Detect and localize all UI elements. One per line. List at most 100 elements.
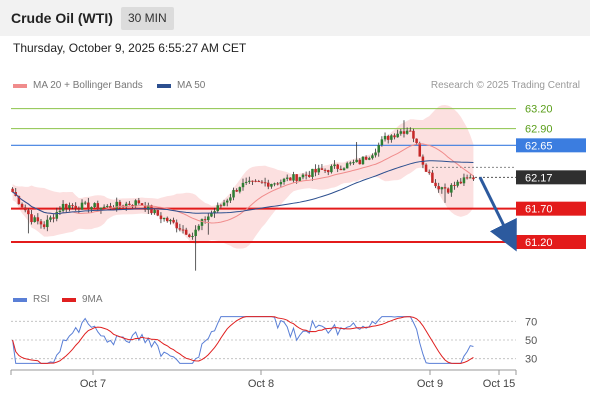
candle-body: [383, 135, 387, 140]
candle-body: [462, 177, 466, 184]
candle-body: [200, 219, 204, 226]
candle-body: [165, 217, 169, 222]
candle-body: [222, 202, 226, 206]
candle-body: [55, 212, 59, 219]
candle-body: [355, 159, 358, 163]
candle-body: [232, 190, 235, 198]
pivot-label-box: [516, 138, 586, 153]
candle-body: [216, 205, 220, 212]
resistance-label: 62.90: [525, 124, 553, 136]
resistance-label: 63.20: [525, 104, 553, 116]
candle-body: [46, 219, 49, 228]
candle-body: [49, 217, 52, 220]
candle-body: [254, 180, 257, 182]
candle-body: [276, 183, 279, 185]
candle-body: [225, 200, 229, 203]
candle-body: [282, 178, 286, 183]
candle-body: [87, 202, 90, 210]
candle-body: [339, 168, 343, 171]
candle-body: [367, 158, 371, 160]
ma50-legend: MA 50: [157, 80, 205, 91]
support-label-box: [516, 201, 586, 216]
candle-body: [23, 207, 27, 211]
candle-body: [409, 130, 412, 132]
candle-body: [124, 203, 128, 207]
candle-body: [20, 203, 24, 208]
candle-body: [386, 135, 390, 140]
credit-text: Research © 2025 Trading Central: [430, 80, 580, 91]
pivot-label: 62.65: [525, 140, 553, 152]
candle-body: [257, 181, 261, 183]
candle-body: [266, 182, 270, 187]
ma50-legend-label: MA 50: [177, 80, 206, 91]
candle-body: [197, 225, 201, 230]
candle-body: [27, 210, 30, 215]
candle-body: [453, 184, 456, 186]
rsi-tick-label: 30: [525, 354, 537, 366]
candle-body: [147, 205, 150, 210]
rsi-legend: RSI: [13, 294, 50, 305]
candle-body: [263, 182, 267, 184]
candle-body: [450, 184, 453, 193]
candle-body: [134, 200, 137, 206]
candle-body: [248, 180, 251, 182]
candle-body: [244, 181, 248, 183]
support-label: 61.70: [525, 204, 553, 216]
candle-body: [210, 213, 213, 217]
candle-body: [371, 155, 374, 159]
candle-body: [143, 205, 147, 210]
candle-body: [140, 203, 144, 206]
candle-body: [106, 205, 109, 207]
candle-body: [83, 202, 87, 204]
candle-body: [68, 205, 71, 209]
candle-body: [304, 174, 308, 176]
candle-body: [74, 205, 77, 209]
price-levels: 63.20 62.90 62.65 62.17 61.70 61.20: [11, 104, 586, 249]
candle-body: [446, 188, 450, 193]
candle-body: [437, 186, 440, 190]
candle-body: [181, 229, 185, 231]
candle-body: [412, 130, 415, 139]
candle-body: [33, 217, 36, 223]
candle-body: [128, 203, 131, 205]
x-tick-label: Oct 7: [80, 378, 106, 390]
bollinger-bands: [12, 105, 474, 249]
ma20-swatch: [13, 83, 27, 88]
candle-body: [175, 222, 178, 229]
rsi-legend-label: RSI: [33, 294, 50, 305]
candle-body: [273, 183, 276, 185]
candle-body: [459, 181, 463, 184]
candle-body: [361, 156, 365, 165]
candle-body: [434, 182, 437, 187]
candle-body: [153, 210, 156, 213]
candle-body: [314, 168, 317, 173]
ma50-line: [12, 160, 474, 215]
timeframe-badge[interactable]: 30 MIN: [121, 7, 174, 30]
candle-body: [298, 177, 302, 181]
rsi-ma-legend: 9MA: [62, 294, 103, 305]
candle-body: [418, 143, 422, 157]
candle-body: [292, 174, 295, 181]
candle-body: [30, 214, 33, 223]
candle-body: [17, 195, 21, 204]
candle-body: [402, 131, 406, 134]
x-tick-label: Oct 9: [417, 378, 443, 390]
candle-body: [169, 219, 172, 222]
candle-body: [374, 152, 377, 156]
rsi-line: [12, 316, 474, 364]
ma20-line: [12, 143, 474, 224]
candle-body: [358, 159, 362, 165]
candle-body: [289, 177, 292, 181]
candle-body: [295, 174, 298, 181]
candle-body: [326, 170, 330, 173]
rsi-tick-label: 70: [525, 316, 537, 328]
rsi-tick-label: 50: [525, 335, 537, 347]
candle-body: [405, 130, 409, 134]
rsi-ma-legend-label: 9MA: [82, 294, 103, 305]
candle-body: [207, 216, 210, 221]
candle-body: [301, 174, 305, 178]
candle-body: [308, 174, 311, 177]
candle-body: [238, 187, 242, 192]
ma50-swatch: [157, 83, 171, 88]
